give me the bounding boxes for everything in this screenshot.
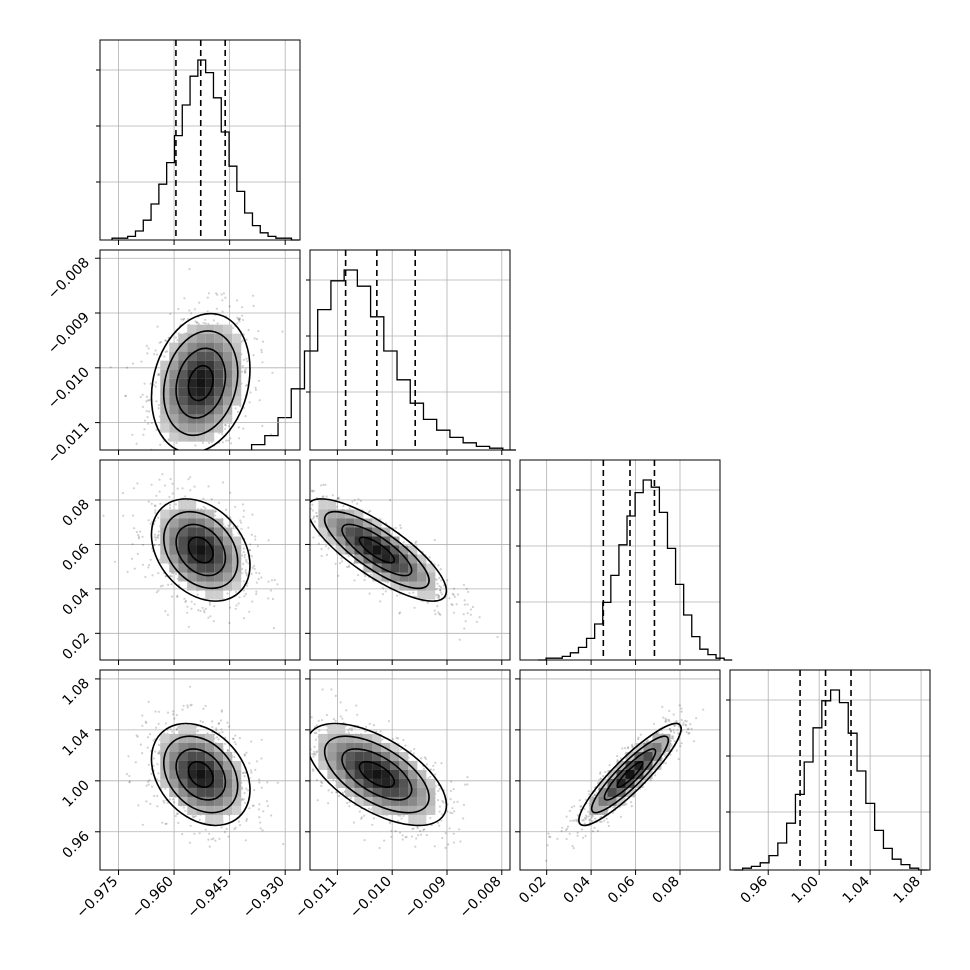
x-tick-label-3-3: 1.08 xyxy=(891,874,924,907)
x-tick-label-2-1: 0.04 xyxy=(561,873,594,906)
histogram-panel-3 xyxy=(726,669,931,871)
contour-2-0-0 xyxy=(187,536,214,564)
x-tick-label-3-2: 1.04 xyxy=(840,873,873,906)
density-2-1 xyxy=(318,500,436,600)
histogram-bars-0 xyxy=(111,59,300,241)
contour-2-0-2 xyxy=(162,510,239,590)
contour-1-0-2 xyxy=(162,330,239,437)
contour-3-2-3 xyxy=(578,722,682,827)
scatter-panel-2-1 xyxy=(309,459,511,661)
scatter-panel-1-0 xyxy=(99,249,301,451)
contour-3-1-2 xyxy=(323,735,430,814)
contour-3-0-2 xyxy=(162,735,239,814)
scatter-panel-3-1 xyxy=(309,669,511,871)
contour-1-0-3 xyxy=(150,312,251,450)
scatter-panel-3-2 xyxy=(519,669,721,871)
histogram-bars-3 xyxy=(733,689,928,871)
x-tick-label-0-2: −0.945 xyxy=(185,874,233,922)
contour-3-1-0 xyxy=(358,760,396,788)
x-tick-label-0-0: −0.975 xyxy=(73,874,121,922)
y-tick-label-1-0: −0.008 xyxy=(45,255,93,303)
histogram-panel-1 xyxy=(250,249,517,451)
y-tick-label-1-3: −0.011 xyxy=(45,419,93,467)
y-tick-label-2-1: 0.06 xyxy=(59,541,92,574)
x-axis-3: 0.96 1.00 1.04 1.08 xyxy=(738,870,924,907)
contour-3-1-3 xyxy=(310,722,448,827)
contour-1-0-0 xyxy=(187,364,214,402)
histogram-panel-2 xyxy=(516,459,733,661)
x-tick-label-3-1: 1.00 xyxy=(789,874,822,907)
x-tick-label-2-0: 0.02 xyxy=(516,874,549,907)
x-tick-label-0-1: −0.960 xyxy=(129,874,177,922)
x-tick-label-2-3: 0.08 xyxy=(649,874,682,907)
y-tick-label-3-0: 1.08 xyxy=(59,675,92,708)
histogram-panel-0 xyxy=(96,39,301,241)
x-tick-label-2-2: 0.06 xyxy=(605,873,638,906)
contour-1-0-1 xyxy=(175,347,227,419)
contour-3-0-3 xyxy=(150,722,251,827)
x-tick-label-1-2: −0.009 xyxy=(402,874,450,922)
contour-3-0-1 xyxy=(175,748,227,801)
y-tick-label-3-2: 1.00 xyxy=(59,777,92,810)
contour-2-1-1 xyxy=(341,523,413,577)
y-axis-1: −0.008 −0.009 −0.010 −0.011 xyxy=(45,255,100,467)
x-tick-label-3-0: 0.96 xyxy=(738,873,771,906)
y-tick-label-2-2: 0.04 xyxy=(59,585,92,618)
contour-2-1-2 xyxy=(323,510,430,590)
contour-2-1-3 xyxy=(310,498,448,602)
contour-3-2-1 xyxy=(603,748,657,801)
contour-3-0-0 xyxy=(187,760,214,788)
contour-3-2-0 xyxy=(616,760,644,788)
scatter-panel-3-0 xyxy=(99,669,301,871)
y-tick-label-3-3: 0.96 xyxy=(59,828,92,861)
histogram-bars-1 xyxy=(250,269,517,451)
contour-2-1-0 xyxy=(358,536,396,564)
contour-3-2-2 xyxy=(590,735,670,814)
x-tick-label-1-0: −0.011 xyxy=(292,874,340,922)
y-tick-label-3-1: 1.04 xyxy=(59,726,92,759)
y-tick-label-2-0: 0.08 xyxy=(59,497,92,530)
density-3-2 xyxy=(589,733,671,815)
y-axis-3: 1.08 1.04 1.00 0.96 xyxy=(59,675,520,862)
x-tick-label-0-3: −0.930 xyxy=(240,874,288,922)
contour-2-0-3 xyxy=(150,498,251,602)
histogram-bars-2 xyxy=(538,479,733,661)
x-tick-label-1-1: −0.010 xyxy=(347,874,395,922)
y-tick-label-2-3: 0.02 xyxy=(59,630,92,663)
contour-2-0-1 xyxy=(175,523,227,577)
x-tick-label-1-3: −0.008 xyxy=(457,874,505,922)
contour-3-1-1 xyxy=(341,748,413,801)
density-3-0 xyxy=(160,724,242,824)
scatter-panel-2-0 xyxy=(99,459,301,661)
y-tick-label-1-2: −0.010 xyxy=(45,364,93,412)
y-tick-label-1-1: −0.009 xyxy=(45,310,93,358)
